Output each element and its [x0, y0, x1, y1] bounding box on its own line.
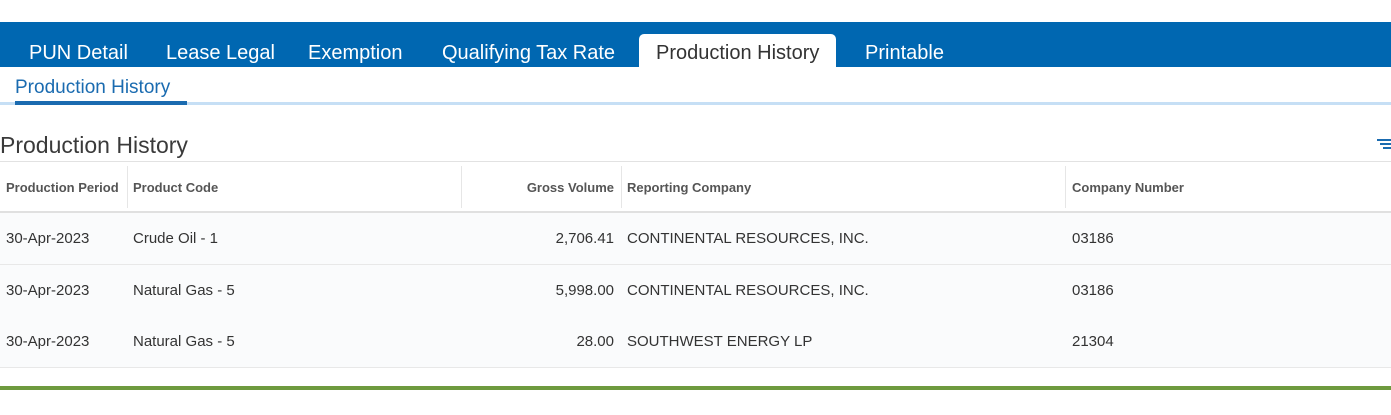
subtab-production-history[interactable]: Production History — [15, 77, 171, 98]
cell-gross-volume: 28.00 — [576, 333, 614, 350]
column-header-production-period[interactable]: Production Period — [6, 180, 119, 195]
table-row[interactable]: 30-Apr-2023 Natural Gas - 5 5,998.00 CON… — [0, 265, 1391, 317]
footer-accent-bar — [0, 386, 1391, 390]
column-header-gross-volume[interactable]: Gross Volume — [526, 180, 614, 195]
tab-exemption[interactable]: Exemption — [308, 42, 403, 64]
cell-product-code: Natural Gas - 5 — [133, 333, 235, 350]
table-row[interactable]: 30-Apr-2023 Crude Oil - 1 2,706.41 CONTI… — [0, 213, 1391, 265]
cell-reporting-company: SOUTHWEST ENERGY LP — [627, 333, 813, 350]
header-divider — [0, 211, 1391, 213]
cell-production-period: 30-Apr-2023 — [6, 282, 90, 299]
tab-production-history[interactable]: Production History — [639, 34, 837, 67]
tab-printable[interactable]: Printable — [865, 42, 944, 64]
tab-lease-legal[interactable]: Lease Legal — [166, 42, 275, 64]
cell-product-code: Crude Oil - 1 — [133, 230, 219, 247]
cell-reporting-company: CONTINENTAL RESOURCES, INC. — [627, 282, 869, 299]
column-header-company-number[interactable]: Company Number — [1072, 180, 1184, 195]
column-separator[interactable] — [1065, 166, 1066, 208]
cell-production-period: 30-Apr-2023 — [6, 230, 90, 247]
column-separator[interactable] — [127, 166, 128, 208]
grid-top-border — [0, 161, 1391, 162]
cell-gross-volume: 2,706.41 — [555, 230, 614, 247]
filter-icon[interactable] — [1377, 137, 1391, 151]
main-tab-bar: PUN Detail Lease Legal Exemption Qualify… — [0, 22, 1391, 67]
tab-qualifying-tax-rate[interactable]: Qualifying Tax Rate — [442, 42, 616, 64]
tab-pun-detail[interactable]: PUN Detail — [29, 42, 128, 64]
column-header-product-code[interactable]: Product Code — [133, 180, 219, 195]
subtab-active-indicator — [15, 101, 187, 105]
cell-production-period: 30-Apr-2023 — [6, 333, 90, 350]
cell-company-number: 03186 — [1072, 282, 1114, 299]
column-header-reporting-company[interactable]: Reporting Company — [627, 180, 752, 195]
cell-product-code: Natural Gas - 5 — [133, 282, 235, 299]
cell-company-number: 03186 — [1072, 230, 1114, 247]
table-header: Production Period Product Code Gross Vol… — [0, 162, 1391, 212]
section-title: Production History — [0, 132, 188, 158]
cell-gross-volume: 5,998.00 — [555, 282, 614, 299]
table-row[interactable]: 30-Apr-2023 Natural Gas - 5 28.00 SOUTHW… — [0, 316, 1391, 368]
column-separator[interactable] — [621, 166, 622, 208]
subtab-divider — [0, 102, 1391, 105]
cell-reporting-company: CONTINENTAL RESOURCES, INC. — [627, 230, 869, 247]
cell-company-number: 21304 — [1072, 333, 1114, 350]
column-separator[interactable] — [461, 166, 462, 208]
